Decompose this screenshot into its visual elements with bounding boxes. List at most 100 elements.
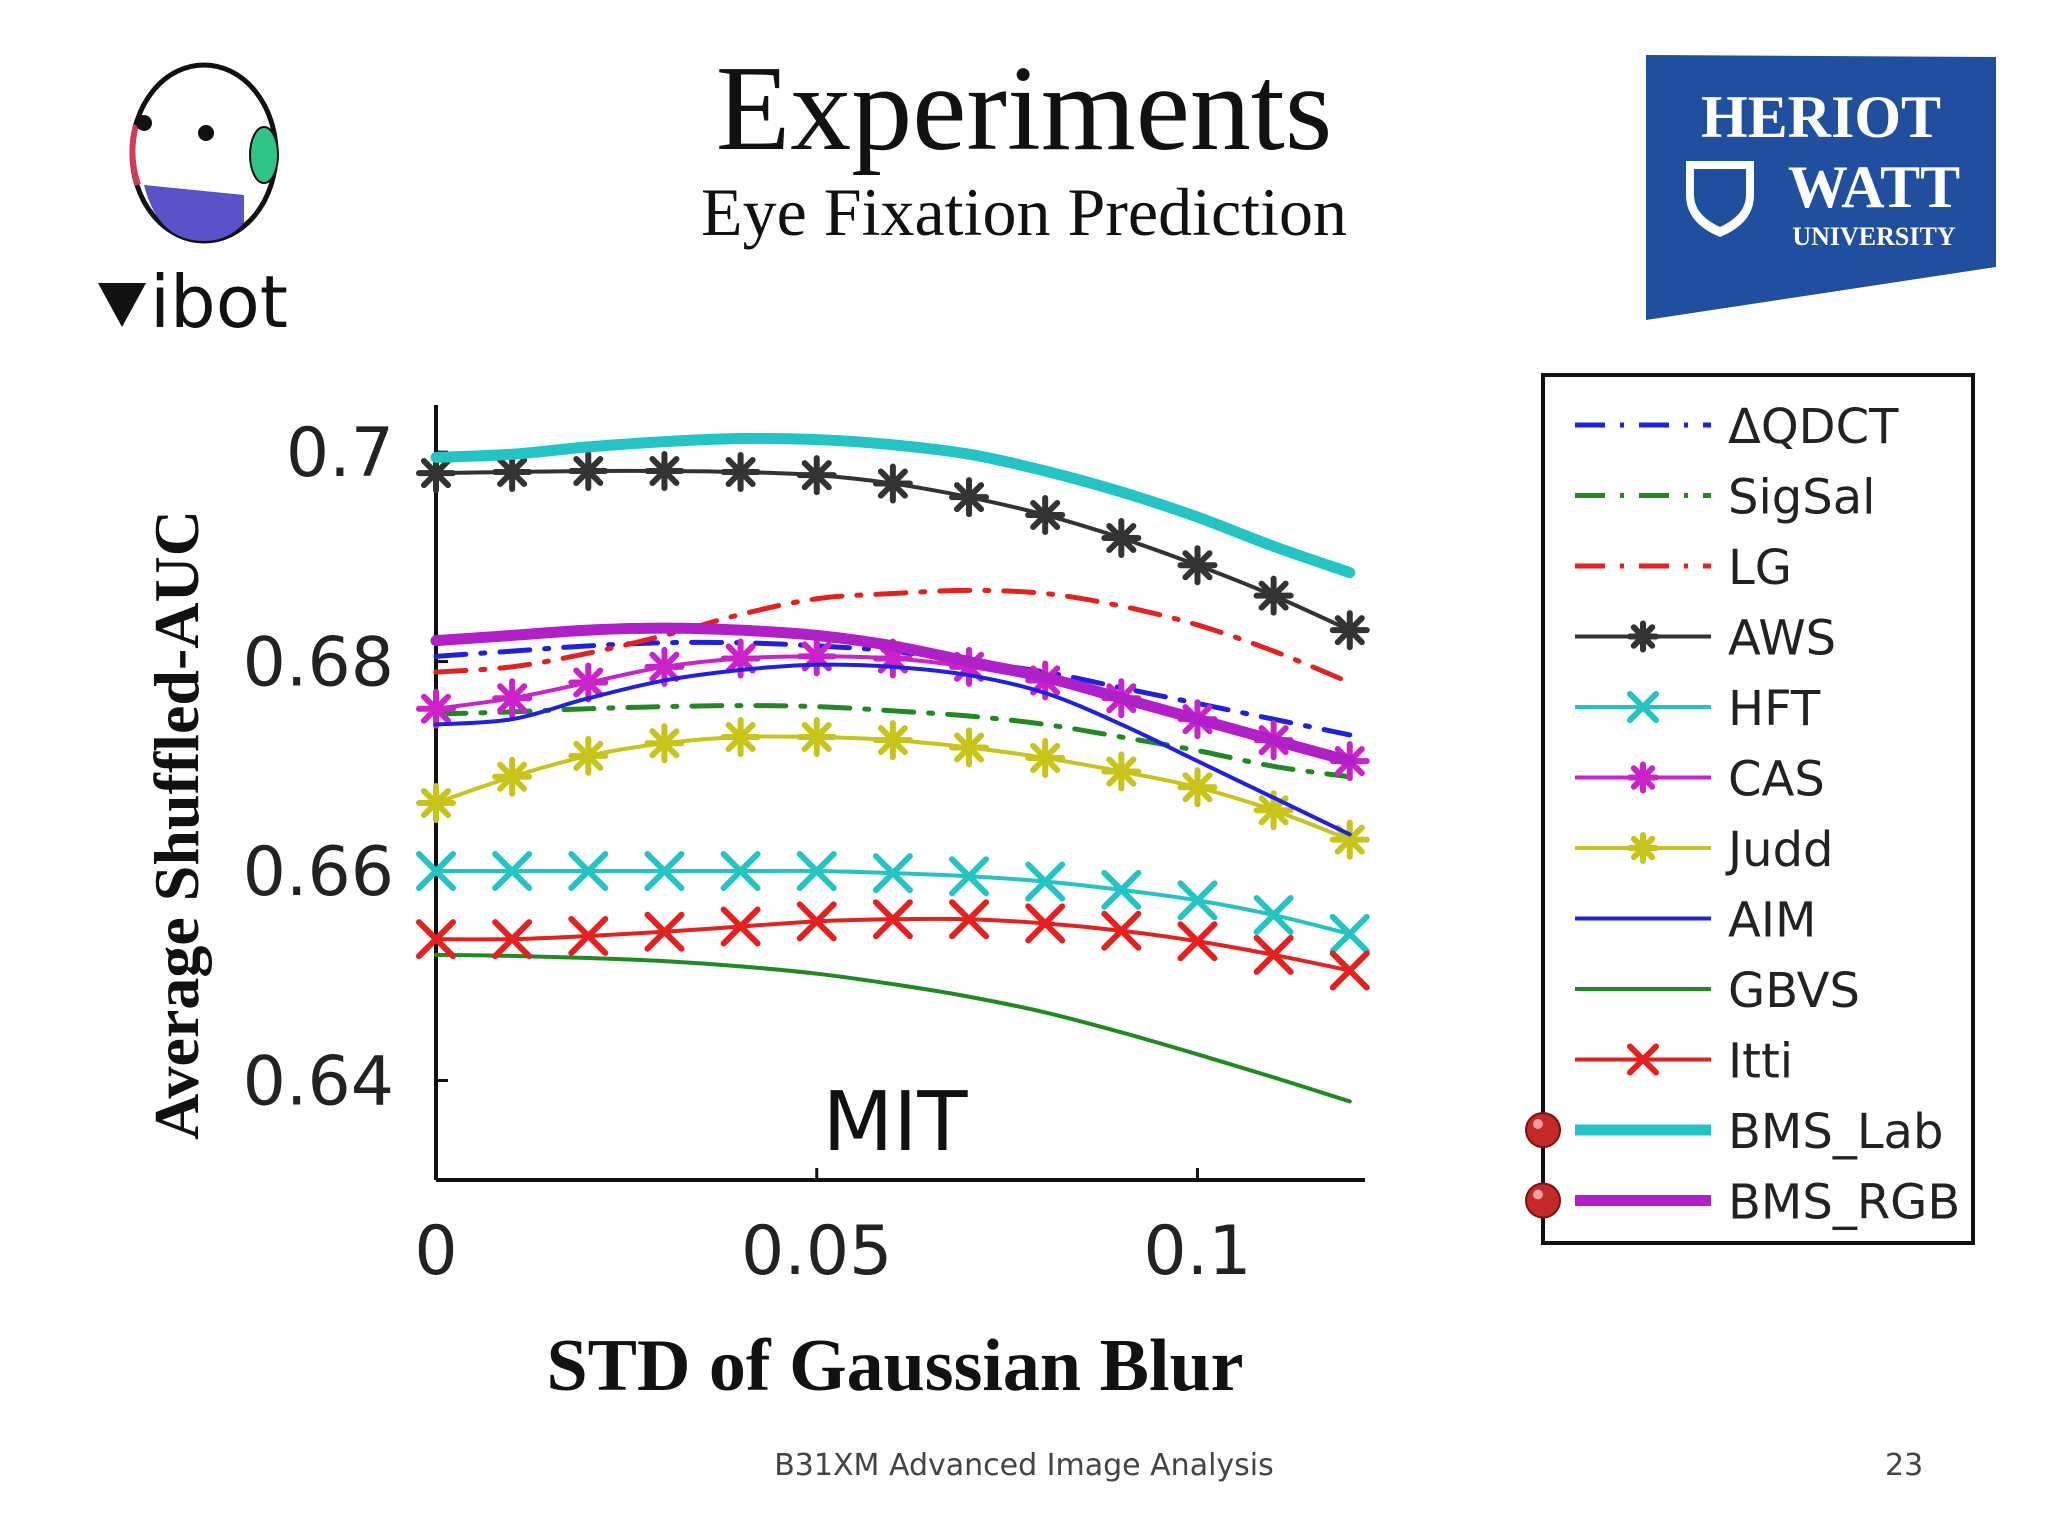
legend-item: AIM	[1575, 893, 1816, 949]
heriot-watt-logo: HERIOT WATT UNIVERSITY	[1646, 55, 1996, 320]
svg-text:HERIOT: HERIOT	[1701, 84, 1941, 150]
robot-ear-left-icon	[129, 124, 141, 186]
mibot-logo: ibot	[98, 62, 288, 344]
data-point-marker	[720, 906, 761, 947]
slide-subtitle: Eye Fixation Prediction	[701, 174, 1347, 250]
series-line	[434, 662, 1352, 837]
series-line	[433, 587, 1353, 686]
legend-label: SigSal	[1728, 470, 1876, 526]
svg-text:WATT: WATT	[1788, 154, 1960, 220]
series-aim	[434, 662, 1352, 837]
page-number: 23	[1885, 1448, 1924, 1483]
legend-label: GBVS	[1728, 963, 1860, 1019]
data-point-marker	[416, 453, 456, 494]
legend-item: BMS_Lab	[1525, 1104, 1943, 1160]
series-hft	[416, 851, 1370, 954]
data-point-marker	[644, 851, 685, 892]
data-point-marker	[1627, 832, 1659, 864]
robot-mouth-icon	[144, 185, 244, 241]
x-axis-label: STD of Gaussian Blur	[546, 1325, 1243, 1407]
data-point-marker	[1177, 921, 1218, 962]
legend-item: ΔQDCT	[1575, 399, 1899, 455]
highlight-bullet-icon	[1525, 1112, 1561, 1148]
slide-title: Experiments	[715, 41, 1333, 176]
data-point-marker	[796, 901, 837, 942]
crest-icon	[1686, 161, 1754, 237]
data-point-marker	[720, 851, 761, 892]
data-point-marker	[1329, 950, 1370, 991]
data-point-marker	[1627, 620, 1659, 653]
robot-ear-icon	[249, 126, 279, 184]
legend-label: ΔQDCT	[1728, 399, 1899, 455]
series-bms-lab	[430, 432, 1356, 579]
data-point-marker	[416, 919, 456, 960]
legend-label: AWS	[1728, 611, 1836, 667]
data-point-marker	[872, 720, 913, 761]
y-tick-label: 0.68	[243, 624, 394, 703]
data-point-marker	[1101, 518, 1142, 559]
data-point-marker	[1025, 494, 1066, 535]
data-point-marker	[1627, 691, 1659, 723]
data-point-marker	[872, 899, 913, 940]
data-point-marker	[796, 455, 837, 496]
data-point-marker	[872, 463, 913, 504]
data-point-marker	[720, 452, 761, 493]
legend-label: AIM	[1728, 893, 1816, 949]
data-point-marker	[872, 853, 913, 894]
data-point-marker	[644, 450, 685, 491]
legend-item: Judd	[1575, 822, 1834, 878]
series-lg	[433, 587, 1353, 686]
logo-wordmark: ibot	[150, 260, 288, 344]
data-point-marker	[416, 851, 456, 892]
legend-item: CAS	[1575, 752, 1825, 808]
series-line	[430, 622, 1356, 767]
data-point-marker	[492, 452, 533, 493]
data-point-marker	[1101, 751, 1142, 792]
series-judd	[416, 716, 1370, 860]
data-point-marker	[568, 735, 609, 776]
series-layer	[416, 432, 1370, 1104]
data-point-marker	[1253, 895, 1294, 936]
y-tick-label: 0.64	[243, 1043, 394, 1122]
legend-label: HFT	[1728, 681, 1821, 737]
data-point-marker	[1025, 861, 1066, 902]
data-point-marker	[568, 851, 609, 892]
series-sigsal	[433, 703, 1353, 780]
data-point-marker	[1253, 934, 1294, 975]
data-point-marker	[416, 688, 456, 729]
data-point-marker	[416, 782, 456, 823]
y-axis-label: Average Shuffled-AUC	[141, 510, 212, 1140]
data-point-marker	[568, 915, 609, 956]
data-point-marker	[720, 716, 761, 757]
data-point-marker	[1101, 869, 1142, 910]
legend-item: LG	[1575, 540, 1792, 596]
data-point-marker	[1627, 1043, 1659, 1076]
data-point-marker	[568, 450, 609, 491]
data-point-marker	[949, 477, 990, 518]
m-glyph-icon	[98, 283, 146, 327]
highlight-bullet-icon	[1525, 1182, 1561, 1219]
data-point-marker	[1329, 819, 1370, 860]
x-tick-label: 0	[414, 1212, 457, 1291]
series-bms-rgb	[430, 622, 1356, 767]
data-point-marker	[492, 851, 533, 892]
data-point-marker	[796, 636, 837, 677]
x-tick-label: 0.1	[1143, 1212, 1251, 1291]
data-point-marker	[1329, 913, 1370, 954]
data-point-marker	[949, 856, 990, 897]
data-point-marker	[949, 727, 990, 768]
data-point-marker	[1627, 761, 1659, 794]
legend-label: LG	[1728, 540, 1792, 596]
legend-item: HFT	[1575, 681, 1821, 737]
footer-text: B31XM Advanced Image Analysis	[774, 1448, 1274, 1483]
data-point-marker	[568, 662, 609, 703]
legend-item: AWS	[1575, 611, 1836, 667]
legend-label: BMS_RGB	[1728, 1175, 1960, 1231]
legend-item: SigSal	[1575, 470, 1876, 526]
data-point-marker	[1253, 575, 1294, 616]
y-tick-label: 0.66	[243, 833, 394, 912]
legend-label: CAS	[1728, 752, 1825, 808]
data-point-marker	[1025, 903, 1066, 944]
data-point-marker	[492, 756, 533, 797]
series-aws	[416, 450, 1370, 651]
